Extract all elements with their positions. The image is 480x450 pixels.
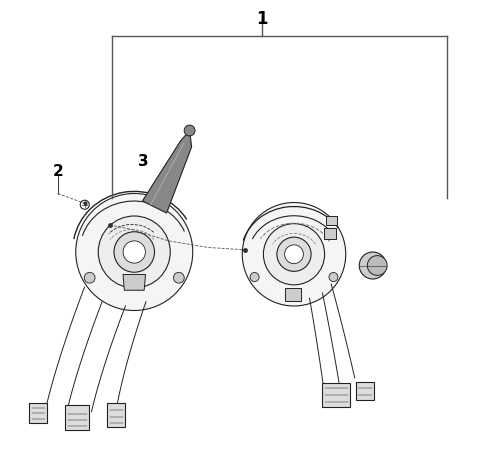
FancyBboxPatch shape bbox=[285, 288, 301, 301]
Circle shape bbox=[80, 200, 89, 209]
Circle shape bbox=[123, 241, 145, 263]
Circle shape bbox=[359, 252, 386, 279]
Circle shape bbox=[76, 194, 193, 310]
FancyBboxPatch shape bbox=[356, 382, 373, 400]
Circle shape bbox=[173, 272, 184, 283]
Circle shape bbox=[285, 245, 303, 264]
Circle shape bbox=[367, 256, 387, 275]
Text: 2: 2 bbox=[52, 163, 63, 179]
Circle shape bbox=[242, 202, 346, 306]
Circle shape bbox=[184, 125, 195, 136]
Text: 1: 1 bbox=[256, 10, 267, 28]
Circle shape bbox=[114, 232, 155, 272]
Circle shape bbox=[277, 237, 311, 271]
Circle shape bbox=[84, 272, 95, 283]
FancyBboxPatch shape bbox=[322, 382, 350, 407]
Text: 3: 3 bbox=[138, 154, 149, 170]
FancyBboxPatch shape bbox=[324, 228, 336, 239]
FancyBboxPatch shape bbox=[326, 216, 337, 225]
FancyBboxPatch shape bbox=[29, 403, 47, 423]
Circle shape bbox=[250, 273, 259, 282]
FancyBboxPatch shape bbox=[65, 405, 89, 430]
Circle shape bbox=[264, 224, 324, 285]
Polygon shape bbox=[143, 130, 192, 213]
Circle shape bbox=[329, 273, 338, 282]
Polygon shape bbox=[123, 274, 145, 290]
Circle shape bbox=[98, 216, 170, 288]
FancyBboxPatch shape bbox=[107, 403, 125, 427]
